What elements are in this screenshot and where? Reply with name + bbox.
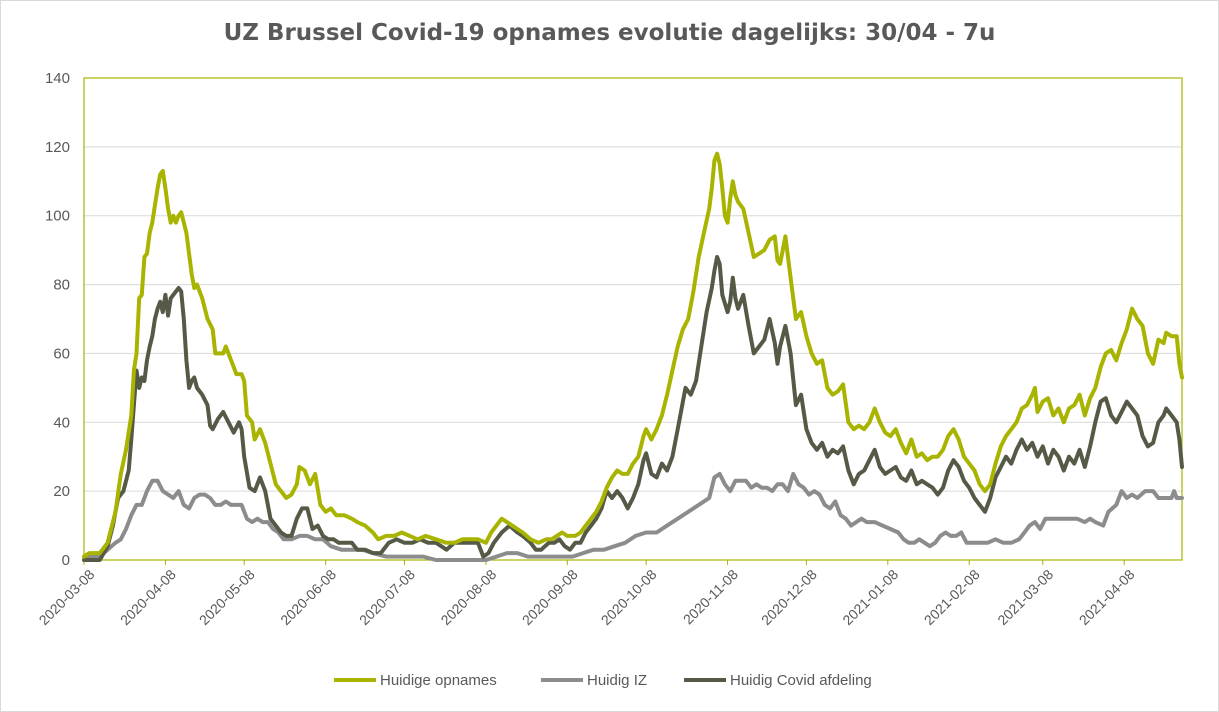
x-tick-label: 2020-08-08 [437,566,499,628]
x-tick-label: 2020-05-08 [196,566,258,628]
y-tick-label: 140 [45,70,70,87]
series-line-3 [82,255,1184,562]
y-tick-label: 0 [62,552,70,569]
gridlines [84,146,1182,492]
x-tick-label: 2021-04-08 [1076,566,1138,628]
x-tick-label: 2020-07-08 [356,566,418,628]
series-lines [82,151,1184,562]
y-tick-label: 80 [53,277,70,294]
x-tick-label: 2021-01-08 [839,566,901,628]
x-tick-label: 2020-12-08 [758,566,820,628]
x-tick-label: 2020-04-08 [117,566,179,628]
series-line-1 [82,151,1184,559]
legend-label: Huidig Covid afdeling [730,672,872,689]
y-tick-label: 60 [53,345,70,362]
x-tick-label: 2021-03-08 [994,566,1056,628]
chart-title: UZ Brussel Covid-19 opnames evolutie dag… [223,20,996,46]
x-tick-label: 2020-10-08 [598,566,660,628]
series-line-2 [82,471,1184,562]
legend-label: Huidige opnames [380,672,497,689]
x-tick-label: 2020-11-08 [680,566,741,627]
x-axis-tick-labels: 2020-03-08 2020-04-08 2020-05-08 2020-06-08… [36,560,1138,628]
x-tick-label: 2021-02-08 [921,566,983,628]
x-tick-label: 2020-03-08 [36,566,98,628]
x-tick-label: 2020-09-08 [519,566,581,628]
y-tick-label: 40 [53,414,70,431]
legend: Huidige opnames Huidig IZ Huidig Covid afd… [334,672,872,689]
x-tick-label: 2020-06-08 [277,566,339,628]
y-tick-label: 20 [53,483,70,500]
y-axis-tick-labels: 0 20 40 60 80 100 120 140 [45,70,70,569]
y-tick-label: 100 [45,208,70,225]
legend-label: Huidig IZ [587,672,647,689]
plot-area-border [83,77,1183,561]
y-tick-label: 120 [45,139,70,156]
